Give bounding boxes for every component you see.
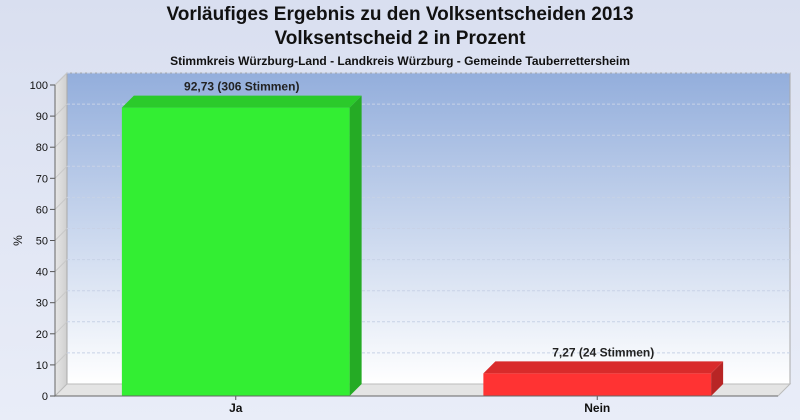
bar-side	[711, 361, 724, 396]
y-tick-label: 20	[36, 329, 48, 341]
x-category-label: Ja	[229, 401, 243, 415]
gridline-wall	[54, 321, 68, 335]
chart-subtitle: Volksentscheid 2 in Prozent	[274, 28, 526, 49]
bar-nein	[483, 373, 712, 396]
y-tick-label: 60	[36, 204, 48, 216]
gridline-wall	[54, 72, 68, 86]
gridline-wall	[54, 290, 68, 304]
gridline-wall	[54, 165, 68, 179]
y-tick-label: 90	[36, 111, 48, 123]
y-tick-label: 30	[36, 298, 48, 310]
x-category-label: Nein	[584, 401, 610, 415]
y-axis-label: %	[11, 235, 25, 246]
x-axis: Ja Nein	[55, 395, 778, 415]
gridline-wall	[54, 134, 68, 148]
bar-top	[121, 95, 362, 108]
y-axis: 0 10 20 30 40 50 60 70 80 90 100	[30, 80, 56, 403]
y-tick-label: 0	[42, 391, 48, 403]
y-tick-label: 40	[36, 267, 48, 279]
bars: 92,73 (306 Stimmen) 7,27 (24 Stimmen)	[121, 80, 724, 396]
y-tick-label: 80	[36, 142, 48, 154]
y-tick-label: 70	[36, 173, 48, 185]
gridline-wall	[54, 259, 68, 272]
bar-ja	[121, 107, 350, 396]
gridline-wall	[54, 103, 68, 117]
gridline-wall	[54, 352, 68, 366]
y-tick-label: 50	[36, 236, 48, 248]
data-label: 92,73 (306 Stimmen)	[184, 80, 299, 94]
y-tick-label: 100	[30, 80, 48, 92]
data-label: 7,27 (24 Stimmen)	[552, 345, 654, 359]
bar-top	[483, 361, 724, 374]
region-label: Stimmkreis Würzburg-Land - Landkreis Wür…	[170, 54, 630, 68]
gridline-wall	[54, 197, 68, 210]
chart-title: Vorläufiges Ergebnis zu den Volksentsche…	[166, 4, 634, 25]
bar-side	[349, 95, 362, 396]
y-tick-label: 10	[36, 360, 48, 372]
gridline-wall	[54, 228, 68, 241]
